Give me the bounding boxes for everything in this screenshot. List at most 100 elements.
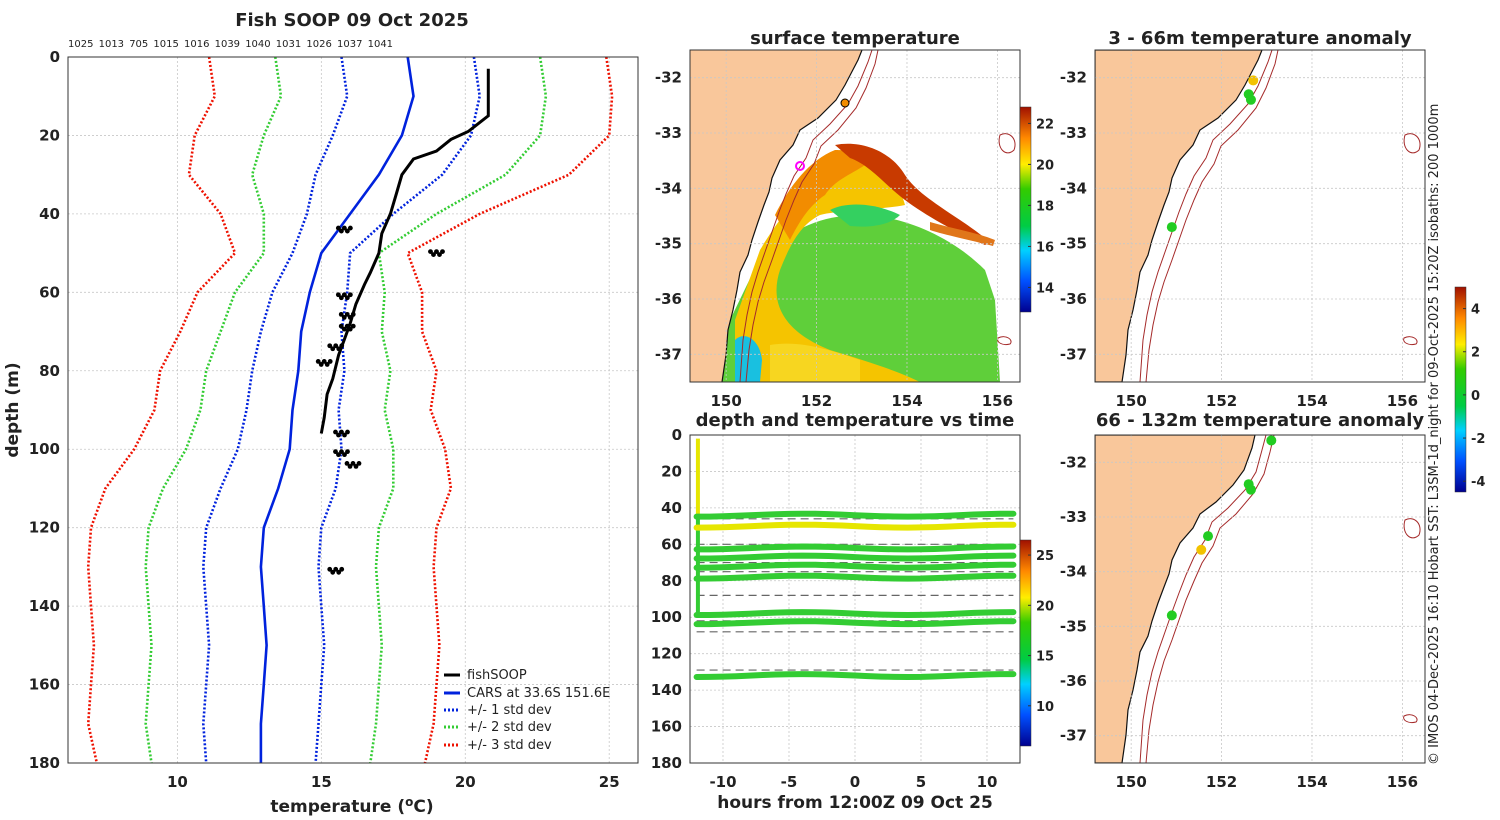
time-depth-ytick-label: 160 [651, 718, 682, 736]
time-depth-xlabel: hours from 12:00Z 09 Oct 25 [717, 793, 993, 813]
profile-marker-dot [347, 464, 353, 469]
profile-marker-dot [338, 295, 344, 301]
profile-top-annotation: 1026 [306, 39, 331, 50]
anom-deep-points [1166, 435, 1277, 621]
profile-marker-dot [341, 225, 347, 231]
profile-xlabel: temperature (oC) [270, 795, 433, 817]
profile-marker-dot [335, 292, 341, 298]
profile-marker-dot [344, 228, 350, 234]
time-depth-xtick-label: -10 [709, 773, 736, 791]
profile-xtick-label: 20 [455, 773, 476, 791]
profile-top-annotation: 705 [129, 39, 148, 50]
time-depth-xtick-label: -5 [781, 773, 798, 791]
series-std3-lower [86, 56, 237, 764]
anom-deep-xtick-label: 156 [1387, 773, 1418, 791]
anom-deep-ytick-label: -37 [1060, 727, 1087, 745]
profile-marker-dot [350, 311, 356, 317]
time-depth-bands [693, 438, 1017, 681]
profile-marker-cluster [428, 249, 445, 258]
sst-cars-location-marker [795, 161, 805, 171]
profile-xtick-label: 15 [311, 773, 332, 791]
time-depth-xtick-label: 0 [850, 773, 860, 791]
profile-marker-dot [344, 295, 350, 301]
anom-deep-xtick-label: 152 [1206, 773, 1237, 791]
series-fishsoop [319, 68, 490, 434]
sst-colorbar-tick-label: 18 [1036, 199, 1054, 214]
profile-marker-dot [350, 461, 356, 466]
profile-marker-dot [356, 461, 362, 466]
legend-label-fishsoop: fishSOOP [467, 668, 527, 683]
profile-marker-dot [428, 249, 433, 255]
profile-marker-cluster [327, 566, 345, 575]
profile-marker-dot [336, 346, 342, 352]
time-depth-colorbar [1019, 539, 1032, 747]
anom-deep-ytick-label: -35 [1060, 617, 1087, 635]
sst-map-ytick-label: -37 [655, 345, 682, 363]
profile-marker-dot [342, 432, 347, 438]
time-depth-colorbar-tick-label: 15 [1036, 650, 1054, 665]
time-depth-ytick-label: 180 [651, 754, 682, 772]
profile-marker-dot [338, 228, 344, 234]
anom-deep-ytick-label: -34 [1060, 563, 1087, 581]
profile-marker-dot [336, 432, 341, 438]
profile-marker-dot [350, 323, 356, 329]
profile-ytick-label: 180 [29, 754, 60, 772]
time-depth-colorbar-ticks: 10 15 20 25 [1028, 549, 1054, 715]
profile-marker-dot [321, 359, 327, 364]
anom-shallow-frame [1094, 49, 1426, 383]
anomaly-colorbar-tick-label: -2 [1471, 432, 1485, 447]
sst-colorbar-ticks: 14 16 18 20 22 [1028, 117, 1054, 296]
sst-map-ytick-label: -32 [655, 69, 682, 87]
profile-marker-dot [330, 346, 336, 352]
anomaly-colorbar [1454, 286, 1467, 493]
anom-deep-point [1166, 610, 1177, 621]
profile-ytick-label: 120 [29, 519, 60, 537]
time-depth-title: depth and temperature vs time [696, 410, 1015, 431]
profile-marker-dot [330, 569, 336, 575]
profile-marker-cluster [333, 449, 350, 458]
sst-map-ticks: 150 152 154 156 -32 -33 -34 -35 -36 -37 [655, 69, 1013, 410]
time-depth-band [693, 510, 1017, 520]
time-depth-ytick-label: 80 [661, 572, 682, 590]
profile-marker-dot [336, 452, 341, 458]
profile-marker-dot [327, 343, 333, 349]
time-depth-ytick-label: 40 [661, 499, 682, 517]
anomaly-colorbar-tick-label: 2 [1471, 346, 1480, 361]
profile-marker-cluster [335, 292, 353, 301]
profile-marker-dot [333, 343, 339, 349]
profile-marker-dot [338, 323, 344, 329]
time-depth-xtick-label: 10 [977, 773, 998, 791]
profile-marker-cluster [335, 225, 353, 234]
time-depth-ytick-label: 100 [651, 608, 682, 626]
anom-deep-ytick-label: -36 [1060, 672, 1087, 690]
profile-marker-cluster [315, 359, 333, 367]
anom-shallow-xtick-label: 152 [1206, 392, 1237, 410]
anom-deep-ticks: 150 152 154 156 -32 -33 -34 -35 -36 -37 [1060, 453, 1418, 791]
profile-marker-dot [344, 461, 350, 466]
anom-deep-point [1245, 484, 1256, 495]
time-depth-colorbar-tick-label: 25 [1036, 549, 1054, 564]
sst-map-ytick-label: -34 [655, 179, 682, 197]
sst-map-ytick-label: -35 [655, 235, 682, 253]
time-depth-ytick-label: 120 [651, 645, 682, 663]
time-depth-xtick-label: 5 [916, 773, 926, 791]
profile-marker-dot [342, 452, 347, 458]
series-std1-lower [201, 56, 349, 764]
profile-ytick-label: 80 [39, 362, 60, 380]
profile-ticks: 10 15 20 25 0 20 40 60 80 100 120 140 160 180 [29, 48, 620, 791]
time-depth-band [693, 671, 1017, 681]
profile-marker-dot [318, 362, 324, 367]
anom-deep-xtick-label: 150 [1116, 773, 1147, 791]
legend-label-std3: +/- 3 std dev [467, 738, 552, 753]
time-depth-band [693, 521, 1017, 531]
copyright-text: © IMOS 04-Dec-2025 16:10 Hobart SST: L3S… [1427, 104, 1442, 765]
anom-shallow-grid [1095, 50, 1425, 382]
time-depth-ytick-label: 60 [661, 535, 682, 553]
anom-shallow-ytick-label: -36 [1060, 290, 1087, 308]
anom-deep-ytick-label: -33 [1060, 508, 1087, 526]
profile-top-annotation: 1016 [184, 39, 209, 50]
sst-map-ytick-label: -33 [655, 124, 682, 142]
profile-marker-dot [333, 566, 339, 572]
anom-shallow-points [1166, 75, 1259, 233]
profile-marker-dot [347, 292, 353, 298]
